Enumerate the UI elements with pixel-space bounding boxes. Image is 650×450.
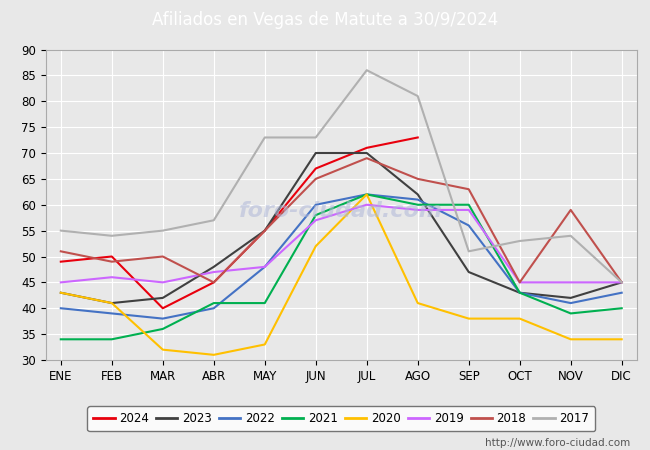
Legend: 2024, 2023, 2022, 2021, 2020, 2019, 2018, 2017: 2024, 2023, 2022, 2021, 2020, 2019, 2018… <box>87 406 595 431</box>
Text: Afiliados en Vegas de Matute a 30/9/2024: Afiliados en Vegas de Matute a 30/9/2024 <box>152 11 498 29</box>
Text: http://www.foro-ciudad.com: http://www.foro-ciudad.com <box>486 438 630 448</box>
Text: foro-ciudad.com: foro-ciudad.com <box>239 201 443 221</box>
